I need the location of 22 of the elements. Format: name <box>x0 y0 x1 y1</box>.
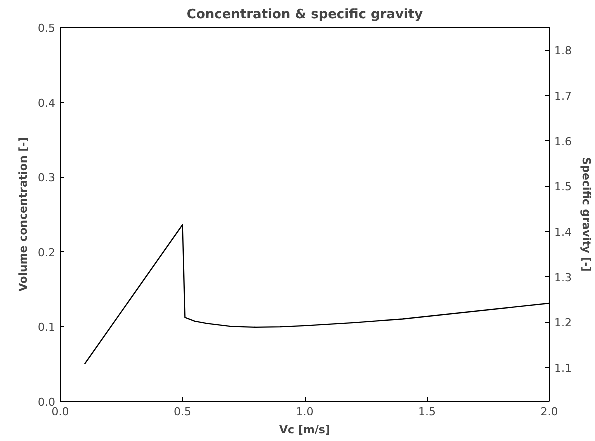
x-tick-label: 0.5 <box>174 406 192 418</box>
y2-tick-label: 1.5 <box>554 180 572 194</box>
y-tick-label: 0.3 <box>38 172 56 185</box>
y-tick-label: 0.2 <box>38 246 56 260</box>
x-tick-label: 1.0 <box>296 406 314 418</box>
y2-tick-label: 1.2 <box>554 316 572 330</box>
y2-tick-label: 1.3 <box>554 271 572 284</box>
y2-tick-label: 1.7 <box>554 90 572 103</box>
y-tick-label: 0.4 <box>38 96 56 110</box>
y2-axis-title: Specific gravity [-] <box>580 157 593 272</box>
y-tick-label: 0.5 <box>38 22 56 35</box>
y2-tick-label: 1.4 <box>554 226 572 239</box>
y2-tick-label: 1.6 <box>554 135 572 148</box>
y2-tick-label: 1.1 <box>554 362 572 375</box>
y2-tick-label: 1.8 <box>554 44 572 58</box>
x-axis-title: Vc [m/s] <box>280 424 330 436</box>
x-tick-label: 2.0 <box>540 406 558 418</box>
chart-title: Concentration & specific gravity <box>186 8 424 22</box>
line-series <box>84 224 550 365</box>
y-tick-label: 0.1 <box>38 321 56 334</box>
x-tick-label: 1.5 <box>418 406 436 418</box>
y-axis-title: Volume concentration [-] <box>17 137 30 292</box>
